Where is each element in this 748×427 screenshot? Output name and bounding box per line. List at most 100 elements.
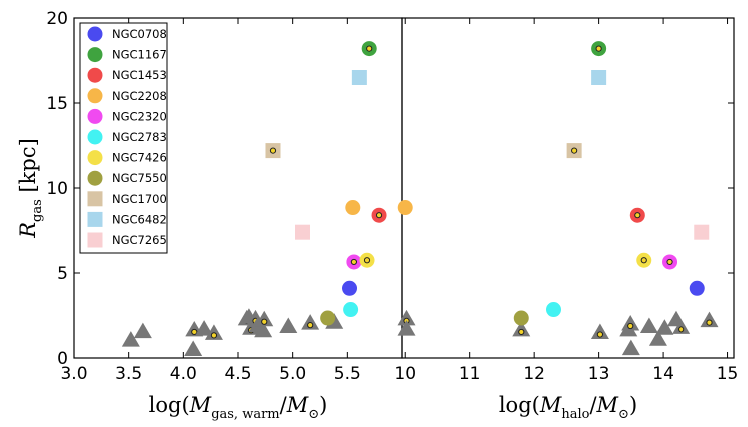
legend-label-ngc7550: NGC7550 bbox=[112, 171, 167, 185]
triangle-point bbox=[204, 324, 223, 340]
right-markers bbox=[397, 41, 719, 356]
point-ngc2783 bbox=[343, 302, 359, 318]
triangle-point bbox=[195, 320, 214, 336]
legend: NGC0708 NGC1167 NGC1453 NGC2208 NGC2320 NGC27… bbox=[79, 22, 168, 254]
point-ngc2783 bbox=[545, 302, 561, 318]
triangle-point-inner-dot bbox=[307, 322, 314, 329]
left-markers bbox=[121, 41, 387, 356]
x-axis-label-right: log(Mhalo/M⊙) bbox=[499, 393, 637, 422]
legend-marker-ngc2320 bbox=[87, 108, 103, 124]
triangle-point bbox=[279, 317, 298, 334]
left-ticks: 3.0 3.5 4.0 4.5 5.0 5.5 0 5 10 15 20 bbox=[46, 9, 360, 384]
triangle-point bbox=[397, 320, 416, 336]
triangle-point-inner-dot bbox=[261, 318, 268, 325]
triangle-point bbox=[639, 317, 658, 334]
x-axis-label-left: log(Mgas, warm/M⊙) bbox=[149, 393, 328, 422]
point-ngc7550 bbox=[513, 310, 529, 326]
triangle-point bbox=[254, 321, 273, 338]
triangle-point-inner-dot bbox=[210, 332, 218, 339]
point-ngc1167-inner-dot bbox=[366, 45, 373, 52]
point-ngc0708 bbox=[689, 280, 705, 296]
point-ngc6482 bbox=[351, 70, 367, 85]
triangle-point bbox=[655, 319, 674, 335]
y-tick-label: 0 bbox=[57, 349, 68, 369]
point-ngc7265 bbox=[694, 224, 710, 240]
point-ngc6482 bbox=[591, 70, 607, 85]
x-tick-label: 14 bbox=[652, 364, 674, 384]
triangle-point-inner-dot bbox=[518, 328, 525, 336]
y-tick-label: 15 bbox=[46, 94, 68, 114]
y-tick-label: 5 bbox=[57, 264, 68, 284]
legend-marker-ngc2783 bbox=[87, 129, 103, 145]
point-ngc1700-inner-dot bbox=[571, 147, 578, 154]
point-ngc7426-inner-dot bbox=[640, 257, 647, 264]
triangle-point bbox=[255, 310, 274, 327]
triangle-point bbox=[621, 339, 640, 356]
legend-marker-ngc1700 bbox=[87, 191, 103, 207]
legend-label-ngc2783: NGC2783 bbox=[112, 130, 167, 144]
legend-label-ngc1167: NGC1167 bbox=[112, 48, 167, 62]
legend-label-ngc1700: NGC1700 bbox=[112, 192, 167, 206]
point-ngc1167-inner-dot bbox=[595, 45, 602, 52]
point-ngc0708 bbox=[342, 280, 358, 296]
triangle-point-inner-dot bbox=[191, 328, 198, 336]
legend-label-ngc0708: NGC0708 bbox=[112, 27, 167, 41]
legend-marker-ngc1167 bbox=[87, 47, 103, 63]
triangle-point bbox=[397, 309, 416, 326]
y-tick-label: 20 bbox=[46, 9, 68, 29]
legend-label-ngc2320: NGC2320 bbox=[112, 109, 167, 123]
triangle-point-inner-dot bbox=[596, 331, 604, 338]
y-axis-label: Rgas [kpc] bbox=[16, 138, 45, 239]
legend-marker-ngc1453 bbox=[87, 67, 103, 83]
point-ngc2208 bbox=[397, 200, 413, 216]
y-tick-label: 10 bbox=[46, 179, 68, 199]
x-tick-label: 4.5 bbox=[224, 364, 251, 384]
triangle-point-inner-dot bbox=[678, 326, 685, 333]
legend-marker-ngc6482 bbox=[87, 211, 103, 227]
x-tick-label: 10 bbox=[394, 364, 416, 384]
right-ticks: 10 11 12 13 14 15 bbox=[394, 17, 739, 384]
triangle-point-inner-dot bbox=[627, 322, 634, 330]
x-tick-label: 12 bbox=[523, 364, 545, 384]
right-panel-frame bbox=[401, 17, 735, 359]
x-tick-label: 5.5 bbox=[334, 364, 361, 384]
legend-marker-ngc2208 bbox=[87, 88, 103, 104]
triangle-point bbox=[700, 311, 719, 328]
point-ngc7426-inner-dot bbox=[363, 257, 371, 264]
legend-label-ngc1453: NGC1453 bbox=[112, 68, 167, 82]
x-tick-label: 11 bbox=[459, 364, 481, 384]
triangle-point bbox=[648, 330, 667, 346]
legend-label-ngc7426: NGC7426 bbox=[112, 151, 167, 165]
point-ngc2320-inner-dot bbox=[666, 258, 673, 266]
triangle-point bbox=[184, 340, 203, 356]
x-tick-label: 15 bbox=[717, 364, 739, 384]
x-tick-label: 3.5 bbox=[115, 364, 142, 384]
legend-items: NGC0708 NGC1167 NGC1453 NGC2208 NGC2320 NGC27… bbox=[87, 26, 167, 248]
point-ngc1453-inner-dot bbox=[375, 212, 383, 219]
point-ngc7550 bbox=[320, 310, 336, 326]
point-ngc1700-inner-dot bbox=[269, 147, 277, 154]
legend-marker-ngc7265 bbox=[87, 232, 103, 248]
triangle-point bbox=[512, 320, 531, 337]
triangle-point bbox=[133, 322, 152, 339]
legend-marker-ngc7550 bbox=[87, 170, 103, 186]
triangle-point bbox=[590, 323, 609, 339]
triangle-point bbox=[121, 331, 140, 347]
triangle-point bbox=[672, 318, 691, 334]
x-tick-label: 3.0 bbox=[60, 364, 87, 384]
point-ngc1453-inner-dot bbox=[634, 212, 641, 219]
triangle-point-inner-dot bbox=[706, 319, 713, 326]
x-tick-label: 5.0 bbox=[279, 364, 306, 384]
legend-marker-ngc7426 bbox=[87, 150, 103, 166]
triangle-point bbox=[301, 314, 320, 330]
point-ngc7265 bbox=[295, 224, 311, 240]
legend-marker-ngc0708 bbox=[87, 26, 103, 42]
triangle-point bbox=[621, 315, 640, 331]
point-ngc2320-inner-dot bbox=[350, 258, 357, 266]
legend-label-ngc7265: NGC7265 bbox=[112, 233, 167, 247]
x-tick-label: 13 bbox=[588, 364, 610, 384]
x-tick-label: 4.0 bbox=[170, 364, 197, 384]
point-ngc2208 bbox=[345, 200, 361, 216]
legend-label-ngc6482: NGC6482 bbox=[112, 212, 167, 226]
